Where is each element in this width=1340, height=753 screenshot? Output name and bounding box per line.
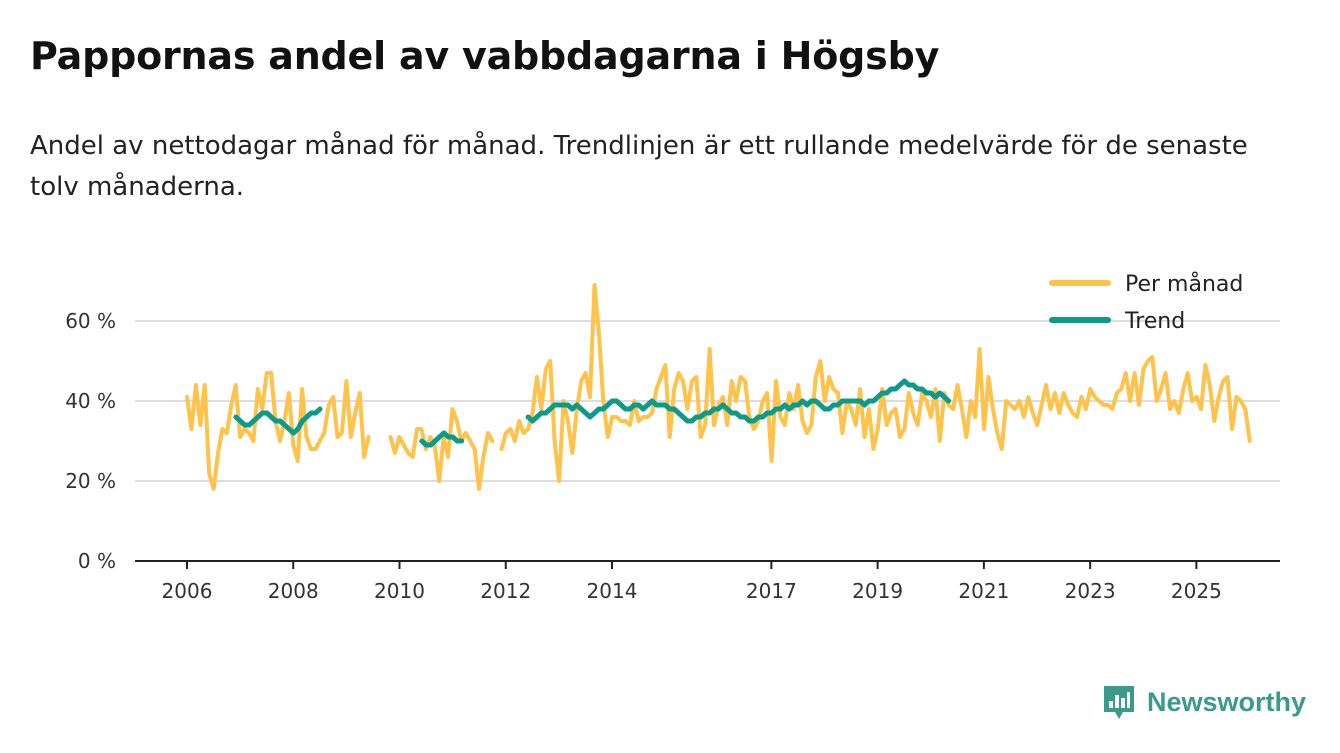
- x-tick-label: 2021: [958, 579, 1009, 603]
- series-per-manad-line: [499, 283, 1252, 483]
- x-tick-label: 2010: [374, 579, 425, 603]
- brand-name: Newsworthy: [1146, 686, 1306, 717]
- series-per-manad-line: [388, 407, 495, 491]
- brand-logo: Newsworthy: [1101, 683, 1306, 721]
- newsworthy-logo-icon: [1103, 686, 1134, 719]
- series-trend-line: [233, 406, 323, 436]
- x-tick-label: 2014: [587, 579, 638, 603]
- x-tick-label: 2025: [1171, 579, 1222, 603]
- series-per-manad-line: [185, 371, 371, 491]
- y-tick-label: 20 %: [65, 469, 116, 493]
- x-tick-label: 2017: [746, 579, 797, 603]
- y-tick-label: 60 %: [65, 309, 116, 333]
- x-tick-label: 2006: [162, 579, 213, 603]
- series-trend-line: [525, 378, 952, 424]
- y-tick-label: 40 %: [65, 389, 116, 413]
- x-tick-label: 2008: [268, 579, 319, 603]
- chart-title: Pappornas andel av vabbdagarna i Högsby: [30, 34, 940, 78]
- legend: Per månad Trend: [1049, 271, 1243, 334]
- chart-subtitle: Andel av nettodagar månad för månad. Tre…: [30, 131, 1248, 202]
- x-tick-label: 2019: [852, 579, 903, 603]
- series-lines: [185, 283, 1252, 491]
- axes: 0 % 20 % 40 % 60 % 2006 2008 2010 2012 2014 2017 2…: [65, 309, 1280, 603]
- legend-label-trend: Trend: [1124, 309, 1185, 334]
- series-trend-line: [419, 430, 465, 448]
- x-tick-label: 2023: [1065, 579, 1116, 603]
- y-tick-label: 0 %: [78, 549, 116, 573]
- line-chart: 0 % 20 % 40 % 60 % 2006 2008 2010 2012 2014 2017 2…: [65, 271, 1280, 603]
- x-tick-label: 2012: [480, 579, 531, 603]
- legend-label-per-manad: Per månad: [1125, 271, 1243, 297]
